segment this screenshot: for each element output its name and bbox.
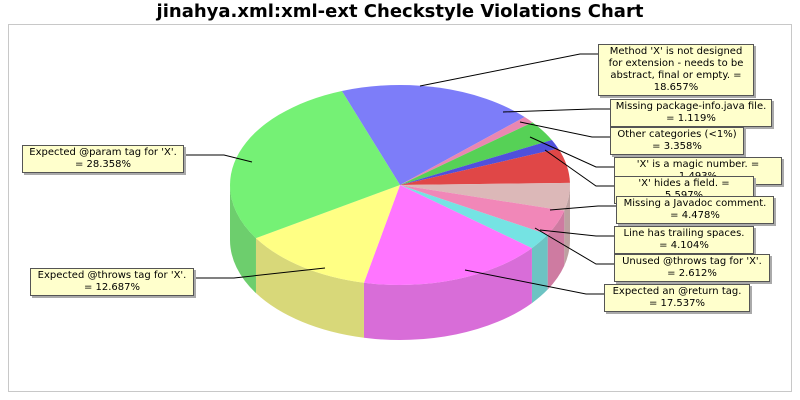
slice-label-10: Expected @param tag for 'X'. = 28.358% [22, 145, 184, 173]
leader-line-8 [464, 269, 604, 295]
slice-label-9: Expected @throws tag for 'X'. = 12.687% [30, 268, 194, 296]
leader-line-3 [529, 136, 614, 168]
pie-slice-6 [400, 185, 565, 235]
pie-slice-7 [400, 185, 548, 249]
pie-slice-9 [255, 185, 400, 283]
pie-slice-3 [400, 140, 559, 185]
pie-slice-4 [400, 148, 570, 185]
pie-side-6 [547, 210, 565, 290]
slice-label-0: Method 'X' is not designed for extension… [598, 44, 754, 96]
pie-slice-5 [400, 182, 570, 211]
leader-line-4 [544, 149, 614, 187]
pie-slice-0 [341, 85, 525, 185]
pie-sides [230, 185, 570, 340]
slice-label-7: Unused @throws tag for 'X'. = 2.612% [614, 254, 770, 282]
pie-side-9 [255, 238, 364, 338]
slice-label-8: Expected an @return tag. = 17.537% [604, 284, 750, 312]
pie-slice-10 [230, 91, 400, 239]
leader-line-5 [549, 205, 616, 211]
pie-top [230, 85, 570, 285]
leader-line-0 [419, 53, 598, 87]
leader-line-10 [184, 154, 253, 163]
slice-label-4: 'X' hides a field. = 5.597% [614, 176, 754, 204]
pie-side-10 [230, 185, 256, 294]
pie-slice-1 [400, 117, 533, 185]
chart-title: jinahya.xml:xml-ext Checkstyle Violation… [156, 1, 644, 22]
pie-side-8 [363, 248, 532, 340]
slice-label-5: Missing a Javadoc comment. = 4.478% [616, 196, 774, 224]
leader-line-9 [194, 267, 326, 279]
slice-label-2: Other categories (<1%) = 3.358% [610, 127, 744, 155]
leader-line-6 [539, 229, 614, 237]
label-leaders [184, 53, 616, 295]
leader-line-2 [519, 121, 610, 138]
slice-label-1: Missing package-info.java file. = 1.119% [610, 99, 772, 127]
slice-label-6: Line has trailing spaces. = 4.104% [614, 226, 754, 254]
leader-line-1 [502, 108, 610, 113]
pie-slice-8 [363, 185, 532, 285]
leader-line-7 [534, 227, 614, 265]
pie-slice-2 [400, 122, 552, 185]
